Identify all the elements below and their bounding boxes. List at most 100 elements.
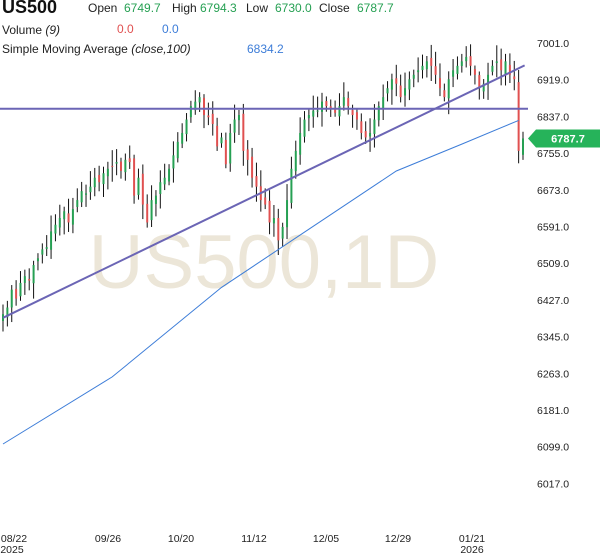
candle-down — [360, 121, 363, 133]
candle-up — [36, 258, 39, 262]
volume-param: (9) — [45, 23, 61, 37]
candle-up — [71, 209, 74, 225]
candle-down — [242, 113, 245, 151]
candle-down — [517, 82, 520, 151]
candle-up — [106, 168, 109, 177]
candle-up — [168, 168, 171, 182]
candle-up — [377, 106, 380, 121]
candle-down — [141, 173, 144, 205]
candle-down — [513, 76, 516, 80]
y-tick-label: 6427.0 — [537, 295, 569, 307]
candle-up — [80, 191, 83, 203]
candle-up — [23, 276, 26, 283]
candle-up — [495, 61, 498, 64]
candle-down — [430, 57, 433, 66]
candle-up — [404, 88, 407, 96]
candle-down — [277, 217, 280, 241]
candle-up — [159, 182, 162, 195]
candle-down — [268, 200, 271, 223]
candle-down — [329, 106, 332, 109]
candle-up — [290, 168, 293, 203]
candle-up — [194, 101, 197, 111]
y-tick-label: 6755.0 — [537, 148, 569, 160]
candle-up — [19, 282, 22, 297]
candle-up — [233, 119, 236, 133]
low-value: 6730.0 — [275, 1, 312, 15]
candle-up — [460, 61, 463, 66]
x-tick-label: 09/26 — [95, 533, 121, 545]
candle-up — [181, 132, 184, 144]
candle-up — [176, 141, 179, 159]
y-tick-label: 6837.0 — [537, 111, 569, 123]
x-tick-label: 12/29 — [385, 533, 411, 545]
candle-up — [303, 119, 306, 137]
candle-down — [216, 125, 219, 147]
candle-down — [355, 112, 358, 120]
sma-value: 6834.2 — [247, 42, 284, 56]
candle-up — [89, 186, 92, 193]
candle-up — [320, 101, 323, 112]
candle-up — [417, 70, 420, 73]
candle-up — [286, 200, 289, 228]
low-label: Low — [246, 1, 269, 15]
candle-up — [6, 307, 9, 318]
candle-up — [154, 195, 157, 204]
candle-down — [15, 288, 18, 299]
candle-up — [412, 74, 415, 79]
candle-down — [203, 97, 206, 116]
candle-up — [10, 289, 13, 308]
candle-up — [172, 155, 175, 169]
sma-line — [2, 119, 519, 445]
y-tick-label: 6919.0 — [537, 75, 569, 87]
last-price-text: 6787.7 — [551, 133, 585, 145]
x-tick-label: 11/12 — [241, 533, 267, 545]
candle-down — [364, 131, 367, 138]
candle-down — [111, 165, 114, 167]
candle-up — [482, 83, 485, 92]
candle-up — [465, 56, 468, 62]
x-tick-year: 2025 — [0, 544, 24, 556]
candle-down — [351, 109, 354, 116]
candle-up — [63, 211, 66, 220]
high-value: 6794.3 — [200, 1, 237, 15]
candle-up — [185, 119, 188, 135]
candle-down — [334, 108, 337, 113]
candle-down — [434, 66, 437, 75]
x-tick-label: 01/21 — [459, 533, 485, 545]
candle-up — [163, 177, 166, 185]
candle-down — [264, 197, 267, 205]
candle-down — [399, 85, 402, 98]
candle-up — [522, 138, 524, 155]
candle-up — [421, 65, 424, 71]
volume-name: Volume — [2, 23, 43, 37]
candle-down — [28, 278, 31, 281]
candle-up — [281, 226, 284, 239]
candle-up — [425, 61, 428, 70]
candle-down — [478, 75, 481, 89]
candle-up — [229, 132, 232, 164]
candle-up — [491, 65, 494, 72]
high-label: High — [172, 1, 197, 15]
candle-up — [237, 115, 240, 121]
candle-down — [395, 78, 398, 84]
y-tick-label: 6263.0 — [537, 368, 569, 380]
candle-down — [207, 115, 210, 118]
sma-name: Simple Moving Average — [2, 42, 128, 56]
x-tick-label: 10/20 — [168, 533, 194, 545]
candle-up — [312, 110, 315, 117]
candle-up — [386, 88, 389, 94]
y-tick-label: 7001.0 — [537, 38, 569, 50]
y-tick-label: 6509.0 — [537, 258, 569, 270]
y-tick-label: 6345.0 — [537, 332, 569, 344]
candle-down — [246, 149, 249, 160]
candle-up — [115, 162, 118, 164]
candle-up — [452, 70, 455, 77]
close-label: Close — [319, 1, 350, 15]
candle-up — [373, 119, 376, 134]
candle-down — [224, 139, 227, 165]
candle-up — [58, 217, 61, 228]
candle-up — [294, 150, 297, 172]
candle-up — [198, 97, 201, 103]
